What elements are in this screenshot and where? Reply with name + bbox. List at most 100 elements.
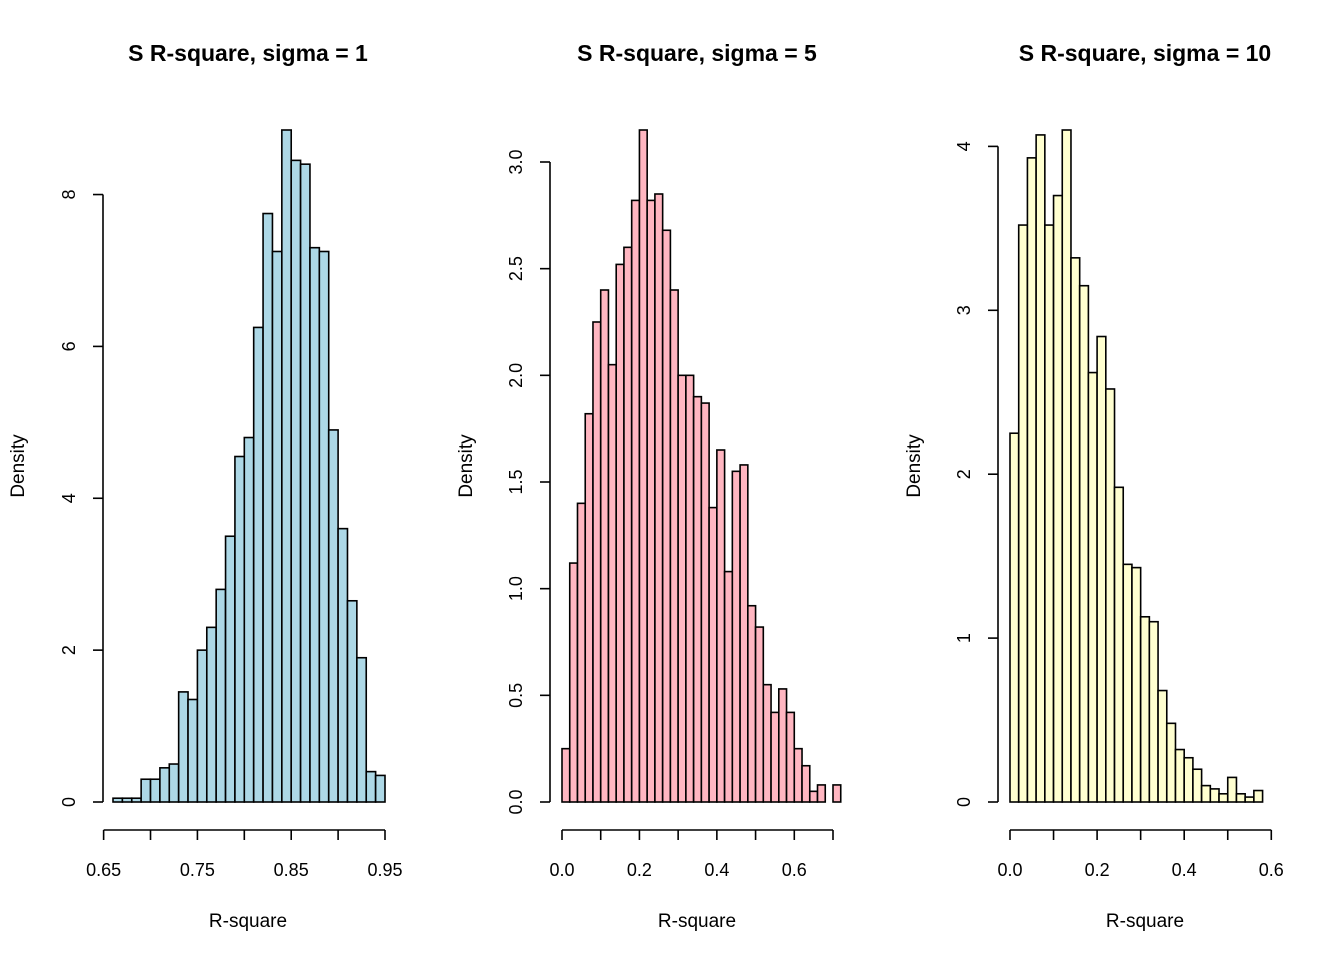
x-tick-label: 0.65 [86,860,121,880]
histogram-bar [252,326,264,803]
histogram-bar [1044,224,1055,803]
histogram-bar [1087,371,1098,803]
histogram-bar [374,774,386,803]
histogram-bar [832,784,842,803]
histogram-bar [187,698,199,803]
y-tick-label: 2 [59,645,79,655]
x-tick-label: 0.95 [367,860,402,880]
histogram-bar [677,374,687,803]
histogram-bar [168,763,180,803]
x-tick-label: 0.2 [627,860,652,880]
x-axis-label: R-square [658,911,736,932]
y-tick-label: 6 [59,341,79,351]
histogram-bar [731,470,741,803]
histogram-bar [1035,134,1046,803]
x-tick-label: 0.75 [180,860,215,880]
y-tick-label: 0.0 [506,789,526,814]
histogram-bar [130,797,142,803]
y-tick-label: 0 [59,797,79,807]
histogram-bar [1009,432,1020,803]
panel-title: S R-square, sigma = 1 [128,40,368,66]
histogram-bar [121,797,133,803]
histogram-bar [584,412,594,803]
panel-sigma-10: S R-square, sigma = 10 R-square Density … [904,40,1284,932]
histogram-bar [243,436,255,803]
y-tick-label: 2 [954,469,974,479]
histogram-bar [1096,335,1107,803]
histogram-bar [630,199,641,803]
histogram-bar [1157,689,1168,803]
panel-sigma-1: S R-square, sigma = 1 R-square Density 0… [8,40,403,932]
histogram-bar [1183,756,1194,803]
histogram-bar [646,199,656,803]
histogram-bar [290,159,302,803]
histogram-bar [309,246,321,803]
histogram-bar [271,250,283,803]
y-tick-label: 0.5 [506,683,526,708]
x-tick-label: 0.4 [1172,860,1197,880]
histogram-bar [299,163,311,803]
histogram-bar [661,229,672,803]
y-axis-label: Density [8,434,29,498]
x-tick-label: 0.2 [1085,860,1110,880]
histogram-bar [592,321,602,803]
histogram-bar [793,747,803,803]
y-tick-label: 1 [954,633,974,643]
histogram-bar [770,711,780,803]
histogram-bar [1253,789,1264,803]
y-axis: 0 2 4 6 8 [59,190,104,807]
y-axis-label: Density [456,434,477,498]
y-tick-label: 3 [954,305,974,315]
x-axis-label: R-square [209,911,287,932]
histogram-bar [196,649,208,803]
histogram-bar [700,402,710,803]
x-axis: 0.0 0.2 0.4 0.6 [997,829,1284,880]
histogram-bar [561,747,571,803]
histogram-bar [1122,563,1133,803]
histogram-bar [654,193,664,803]
panel-title: S R-square, sigma = 10 [1019,40,1271,66]
histogram-bar [762,683,772,803]
histogram-bar [1052,194,1064,803]
histogram-bar [708,506,718,803]
histogram-bar [365,770,377,803]
histogram-bar [685,374,695,803]
x-tick-label: 0.0 [549,860,574,880]
histogram-bar [356,656,368,803]
histogram-bar [1131,566,1142,803]
histogram-bar [1209,788,1220,803]
histogram-bar [1113,486,1125,803]
histogram-bar [205,626,217,803]
x-tick-label: 0.6 [1259,860,1284,880]
histogram-bar [576,502,587,803]
histogram-bar [318,250,330,803]
histogram-bar [327,429,339,803]
histogram-bar [1192,768,1203,803]
y-tick-label: 8 [59,190,79,200]
histogram-bar [1078,284,1090,803]
histogram-bar [177,691,189,803]
histogram-bar [801,764,811,803]
histogram-bar [215,588,227,803]
histogram-bar [808,790,819,803]
histogram-bars [561,129,842,803]
histogram-bar [623,246,633,803]
histogram-bar [785,711,796,803]
histogram-bar [1200,784,1212,803]
histogram-bar [1070,257,1081,803]
histogram-bar [140,778,152,803]
panel-sigma-5: S R-square, sigma = 5 R-square Density 0… [456,40,842,932]
x-tick-label: 0.4 [704,860,729,880]
histogram-bar [816,784,827,803]
histogram-bar [224,535,236,803]
x-axis: 0.65 0.75 0.85 0.95 [86,829,403,880]
histogram-bar [149,778,161,803]
histogram-bar [1061,129,1072,803]
histogram-bar [1139,615,1151,803]
histogram-bar [607,363,618,803]
histogram-bar [638,129,648,803]
histogram-bar [1026,157,1037,803]
x-tick-label: 0.6 [782,860,807,880]
